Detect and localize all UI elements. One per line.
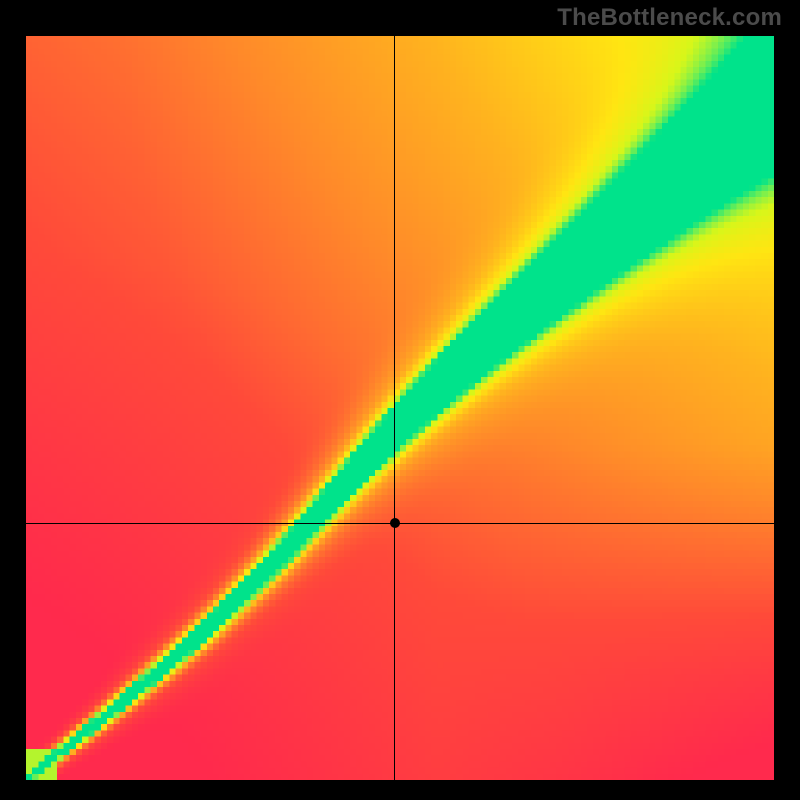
watermark-text: TheBottleneck.com — [557, 4, 782, 32]
chart-root: { "watermark": { "text": "TheBottleneck.… — [0, 0, 800, 800]
crosshair-vertical — [394, 36, 395, 780]
bottleneck-heatmap — [26, 36, 774, 780]
crosshair-horizontal — [26, 523, 774, 524]
